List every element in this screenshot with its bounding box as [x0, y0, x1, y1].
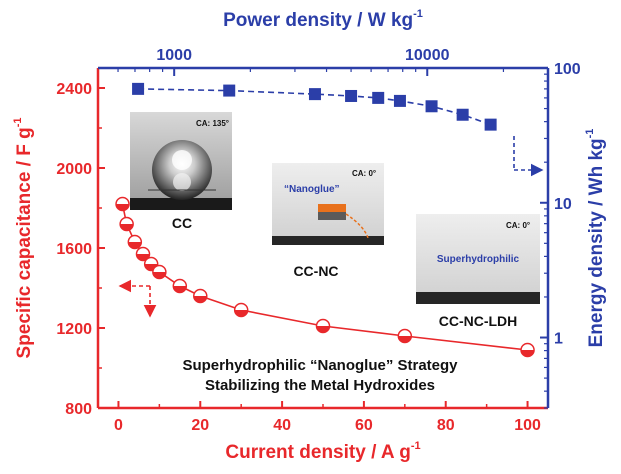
right-tick-label: 100	[554, 61, 581, 78]
bottom-tick-label: 80	[437, 417, 455, 434]
series-1-point	[345, 89, 358, 102]
series-0-point	[193, 288, 208, 304]
inset-ccnc: CA: 0° “Nanoglue”	[272, 163, 384, 245]
top-tick-label: 1000	[156, 47, 192, 64]
inset-ccnc-label: CC-NC	[293, 263, 338, 279]
series-0-point	[397, 328, 413, 344]
inset-cc-ca: CA: 135°	[196, 119, 229, 128]
series-0-point	[233, 302, 249, 318]
inset-ldh-ca: CA: 0°	[506, 221, 530, 230]
series-0-point	[172, 278, 188, 294]
inset-cc-label: CC	[172, 215, 192, 231]
caption-line-2: Stabilizing the Metal Hydroxides	[205, 377, 435, 394]
inset-cc: CA: 135°	[130, 112, 232, 210]
inset-ldh-label: CC-NC-LDH	[439, 313, 518, 329]
series-1-point	[456, 108, 469, 121]
inset-ldh: CA: 0° Superhydrophilic	[416, 214, 540, 304]
bottom-tick-label: 100	[514, 417, 541, 434]
series-0-point	[135, 246, 151, 262]
left-tick-label: 1600	[56, 241, 92, 258]
top-axis-title: Power density / W kg-1	[223, 8, 423, 31]
bottom-tick-label: 20	[191, 417, 209, 434]
series-0-point	[119, 216, 134, 232]
left-tick-label: 800	[65, 401, 92, 418]
series-0-point	[315, 318, 331, 334]
series-1-point	[223, 84, 236, 97]
series-1-point	[425, 100, 438, 113]
inset-ldh-tag: Superhydrophilic	[437, 254, 520, 265]
left-tick-label: 2000	[56, 161, 92, 178]
series-0-point	[115, 196, 130, 212]
top-tick-label: 10000	[405, 47, 450, 64]
caption-line-1: Superhydrophilic “Nanoglue” Strategy	[182, 357, 458, 374]
bottom-tick-label: 40	[273, 417, 291, 434]
series-0-point	[152, 264, 167, 280]
left-tick-label: 2400	[56, 81, 92, 98]
series-1-point	[372, 91, 385, 104]
inset-ccnc-glue: “Nanoglue”	[284, 184, 340, 195]
series-1-point	[308, 88, 321, 101]
series-0-point	[520, 342, 535, 358]
left-axis-pointer	[118, 279, 157, 318]
right-tick-label: 1	[554, 331, 563, 348]
left-tick-label: 1200	[56, 321, 92, 338]
bottom-tick-label: 0	[114, 417, 123, 434]
series-1-point	[484, 118, 497, 131]
right-axis-title: Energy density / Wh kg-1	[584, 129, 607, 348]
bottom-tick-label: 60	[355, 417, 373, 434]
series-0-point	[127, 234, 143, 250]
series-1-point	[393, 94, 406, 107]
inset-ccnc-ca: CA: 0°	[352, 169, 376, 178]
right-axis-pointer	[513, 136, 544, 177]
right-tick-label: 10	[554, 196, 572, 213]
bottom-axis-title: Current density / A g-1	[225, 440, 420, 463]
left-axis-title: Specific capacitance / F g-1	[12, 117, 35, 358]
series-1-point	[132, 82, 145, 95]
